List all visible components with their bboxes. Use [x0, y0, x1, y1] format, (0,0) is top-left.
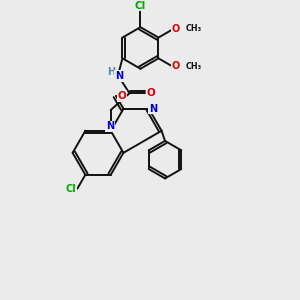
Text: O: O: [172, 24, 180, 34]
Text: O: O: [118, 91, 127, 101]
Text: O: O: [172, 61, 180, 71]
Text: Cl: Cl: [135, 1, 146, 10]
Text: CH₃: CH₃: [185, 61, 202, 70]
Text: N: N: [149, 104, 157, 114]
Text: H: H: [107, 67, 116, 77]
Text: O: O: [146, 88, 155, 98]
Text: Cl: Cl: [66, 184, 76, 194]
Text: N: N: [106, 122, 114, 131]
Text: N: N: [115, 71, 123, 81]
Text: CH₃: CH₃: [185, 24, 202, 33]
